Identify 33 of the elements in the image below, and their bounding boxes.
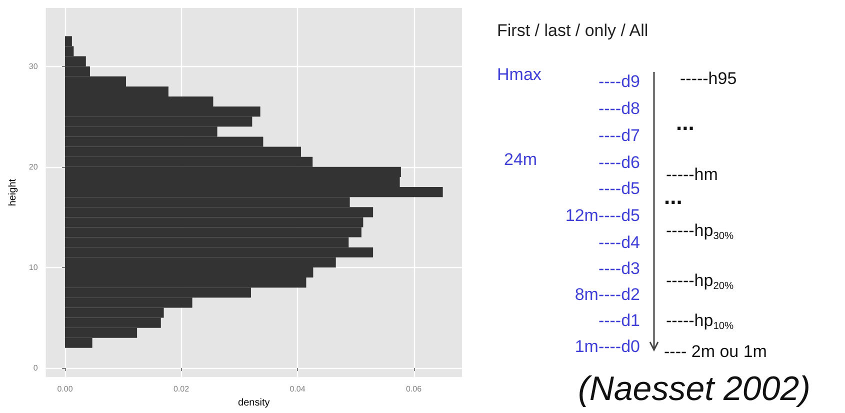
text: ----d5 [598, 178, 640, 198]
text: ----d6 [598, 152, 640, 172]
y-tick-label: 20 [28, 162, 38, 172]
text: First / last / only / All [497, 21, 648, 40]
text: -----hp$_{20%}$ [666, 271, 734, 292]
text: -----hm [666, 165, 718, 184]
text: ---- 2m ou 1m [664, 342, 767, 361]
text: -----h95 [680, 69, 737, 88]
text: 8m----d2 [574, 284, 640, 304]
text: ... [676, 110, 694, 135]
x-tick-label: 0.02 [173, 384, 190, 394]
text: ----d3 [598, 258, 640, 278]
x-axis-title: density [238, 398, 270, 408]
text: -----hp$_{10%}$ [666, 311, 734, 332]
x-tick-label: 0.06 [406, 384, 422, 394]
x-tick-label: 0.00 [57, 384, 74, 394]
text: ----d1 [598, 310, 640, 330]
text: 24m [504, 150, 538, 169]
text: (Naesset 2002) [578, 370, 810, 408]
text: ----d9 [598, 72, 640, 90]
y-tick-label: 30 [28, 62, 38, 71]
text: ... [664, 184, 682, 209]
text: Hmax [497, 65, 542, 84]
text: ----d8 [598, 98, 640, 118]
y-tick-label: 10 [28, 262, 38, 272]
text: ----d4 [598, 232, 640, 252]
text: 1m----d0 [574, 336, 640, 356]
y-axis-title: height [8, 178, 18, 206]
y-tick-label: 0 [33, 364, 38, 373]
x-tick-label: 0.04 [290, 384, 306, 394]
text: ----d7 [598, 126, 640, 144]
text: 12m----d5 [565, 206, 640, 224]
text: -----hp$_{30%}$ [666, 221, 734, 242]
